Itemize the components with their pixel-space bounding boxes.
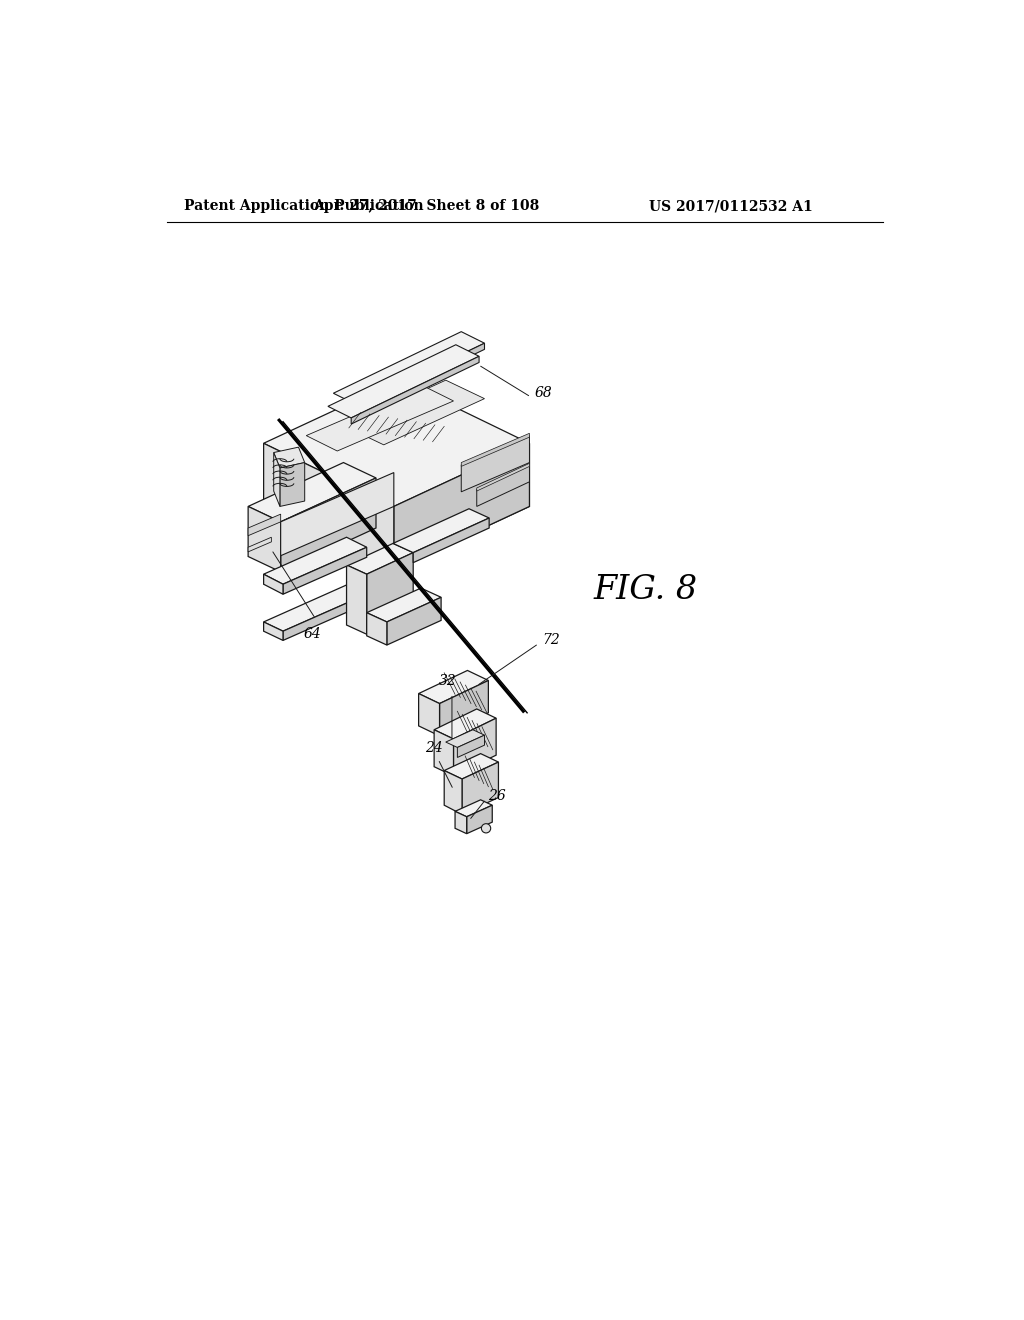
Polygon shape [248, 515, 281, 536]
Polygon shape [356, 343, 484, 411]
Polygon shape [461, 436, 529, 492]
Polygon shape [434, 709, 496, 739]
Polygon shape [367, 553, 414, 635]
Text: FIG. 8: FIG. 8 [594, 574, 697, 606]
Polygon shape [248, 462, 376, 521]
Text: Patent Application Publication: Patent Application Publication [183, 199, 424, 213]
Polygon shape [444, 771, 462, 814]
Polygon shape [345, 380, 484, 445]
Polygon shape [273, 447, 305, 469]
Polygon shape [263, 444, 394, 570]
Text: Apr. 27, 2017  Sheet 8 of 108: Apr. 27, 2017 Sheet 8 of 108 [313, 199, 540, 213]
Circle shape [481, 824, 490, 833]
Polygon shape [334, 331, 484, 405]
Polygon shape [394, 444, 529, 570]
Text: US 2017/0112532 A1: US 2017/0112532 A1 [649, 199, 813, 213]
Polygon shape [346, 565, 367, 635]
Text: 68: 68 [535, 387, 553, 400]
Polygon shape [419, 693, 439, 737]
Polygon shape [273, 453, 280, 507]
Polygon shape [434, 730, 454, 776]
Text: 64: 64 [303, 627, 322, 640]
Polygon shape [455, 800, 493, 817]
Text: 26: 26 [488, 789, 506, 803]
Polygon shape [263, 537, 367, 585]
Polygon shape [467, 805, 493, 834]
Polygon shape [328, 345, 479, 418]
Polygon shape [346, 544, 414, 574]
Polygon shape [458, 735, 484, 758]
Polygon shape [367, 612, 387, 645]
Polygon shape [439, 681, 488, 737]
Polygon shape [263, 574, 283, 594]
Polygon shape [444, 754, 499, 779]
Polygon shape [419, 671, 488, 704]
Polygon shape [461, 433, 529, 466]
Polygon shape [414, 517, 489, 562]
Polygon shape [454, 718, 496, 776]
Text: 24: 24 [425, 741, 443, 755]
Polygon shape [367, 589, 441, 622]
Polygon shape [281, 478, 376, 572]
Polygon shape [455, 812, 467, 834]
Polygon shape [445, 730, 484, 747]
Polygon shape [387, 597, 441, 645]
Polygon shape [306, 385, 454, 451]
Polygon shape [283, 594, 367, 640]
Polygon shape [477, 465, 529, 507]
Polygon shape [263, 622, 283, 640]
Polygon shape [283, 548, 367, 594]
Polygon shape [477, 463, 529, 491]
Polygon shape [263, 585, 367, 631]
Polygon shape [393, 508, 489, 553]
Text: 32: 32 [439, 675, 457, 688]
Polygon shape [462, 762, 499, 814]
Polygon shape [280, 462, 305, 507]
Polygon shape [263, 380, 529, 507]
Polygon shape [248, 537, 271, 552]
Polygon shape [281, 473, 394, 556]
Polygon shape [351, 356, 479, 424]
Polygon shape [394, 444, 529, 570]
Text: 72: 72 [542, 632, 559, 647]
Polygon shape [248, 507, 281, 572]
